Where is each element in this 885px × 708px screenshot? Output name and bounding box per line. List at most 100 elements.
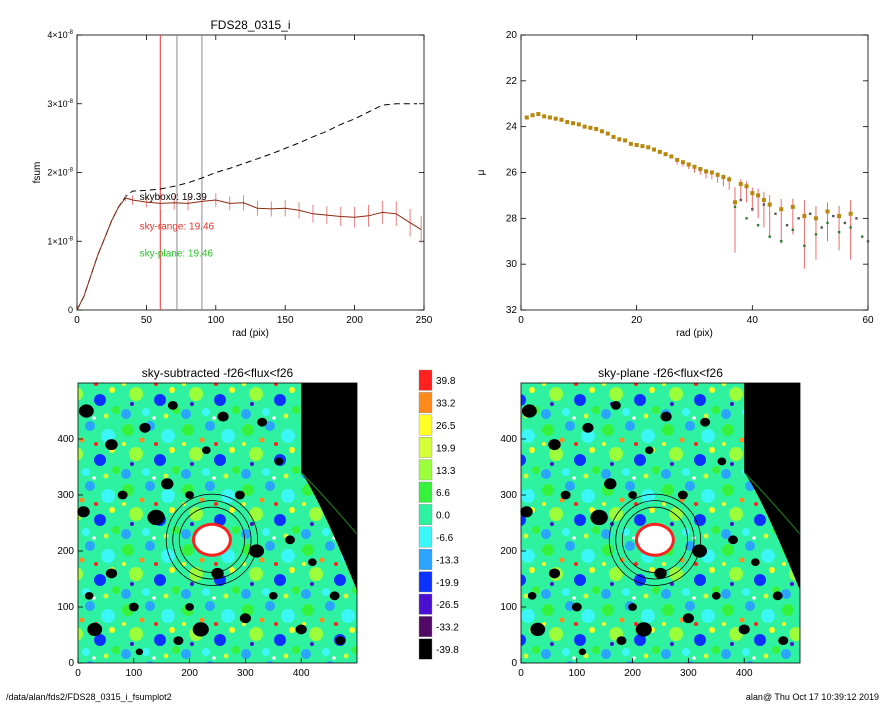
y-tick-label: 100 [57,602,74,613]
x-tick-label: 250 [416,315,433,326]
x-tick-label: 200 [346,315,363,326]
data-point [837,214,842,219]
y-tick-label: 0 [511,658,517,669]
colorbar-swatch [418,392,433,413]
sky-subtracted-fsum-line [76,197,422,311]
data-point [855,217,858,220]
colorbar-swatch [418,459,433,481]
masked-source [105,568,118,579]
y-tick-label: 0 [68,658,74,669]
masked-source [257,417,268,427]
colorbar-swatch [418,549,433,570]
data-point [628,141,633,146]
data-point [715,172,720,177]
sky-annotation: sky-plane: 19.46 [140,248,214,259]
y-tick-label: 1×10-8 [47,236,73,246]
masked-source [135,648,144,656]
mask-region [744,383,800,591]
masked-source [778,636,789,645]
masked-source [616,636,627,645]
colorbar-label: 13.3 [436,466,456,477]
masked-source [604,478,617,490]
data-point [530,113,535,118]
masked-source [185,603,194,611]
x-tick-label: 300 [680,668,697,679]
x-tick-label: 400 [736,668,753,679]
masked-source [78,404,94,418]
chart-title: FDS28_0315_i [210,18,290,32]
masked-source [762,491,771,499]
data-point [774,212,777,215]
data-point [745,217,748,220]
x-tick-label: 100 [125,668,142,679]
data-point [861,235,864,238]
x-tick-label: 300 [237,668,254,679]
data-point [808,212,812,215]
data-point [790,204,795,209]
data-point [843,221,847,225]
masked-source [728,535,738,545]
data-point [663,152,668,157]
data-point [750,191,755,196]
masked-source [751,558,760,567]
data-point [837,230,841,234]
masked-source [173,636,184,645]
masked-source [645,446,654,455]
masked-source [530,622,546,637]
x-tick-label: 200 [624,668,641,679]
aperture-ring [165,493,259,586]
masked-source [185,491,194,499]
data-point [744,184,749,189]
colorbar-label: 33.2 [436,399,456,410]
sky-subtracted-map: 0 100 200 300 400 0 100 200 300 400 sky-subtracted… [57,366,358,679]
data-point [814,233,818,236]
y-tick-label: 300 [57,490,74,501]
data-point [646,145,651,150]
x-tick-label: 0 [75,668,81,679]
y-tick-label: 100 [500,602,517,613]
data-point [576,122,581,127]
masked-source [772,591,783,601]
y-tick-label: 22 [506,76,518,87]
masked-source [677,490,688,500]
data-point [738,181,743,186]
y-axis-label: μ [476,169,487,175]
masked-source [527,591,537,600]
plot-frame [77,382,358,664]
colorbar-label: 39.8 [436,376,456,387]
x-tick-label: 400 [293,668,310,679]
file-path-label: /data/alan/fds2/FDS28_0315_i_fsumplot2 [6,692,172,702]
y-tick-label: 26 [506,168,518,179]
data-point [652,147,657,152]
masked-source [548,439,561,451]
data-point [640,144,645,149]
data-point [825,209,830,214]
data-point [849,226,852,229]
data-point [848,211,853,216]
data-point [785,224,789,227]
data-point [768,235,771,238]
y-tick-label: 32 [506,305,518,316]
y-tick-label: 28 [506,213,518,224]
colorbar-label: -19.9 [436,578,459,589]
data-point [761,198,766,202]
y-tick-label: 200 [57,546,74,557]
masked-source [319,491,328,499]
x-tick-label: 0 [518,315,524,326]
colorbar-label: -39.8 [436,645,459,656]
data-point [553,116,558,121]
data-point [524,115,529,120]
aperture-ring [608,493,702,586]
data-point [721,175,726,180]
chart-title: sky-subtracted -f26<flux<f26 [142,366,294,380]
data-point [698,167,703,172]
data-point [605,131,610,136]
mu-profile-plot: 0 20 40 60 20 22 24 26 28 30 32 rad (pix) μ [476,30,874,339]
data-point [739,198,742,202]
colorbar: 39.8 33.2 26.5 19.9 13.3 6.6 0.0 -6.6 -13.3 -19.9… [418,369,459,660]
masked-source [167,401,178,410]
data-point [599,129,604,134]
data-point [686,162,691,167]
sky-region-contour [743,472,801,535]
